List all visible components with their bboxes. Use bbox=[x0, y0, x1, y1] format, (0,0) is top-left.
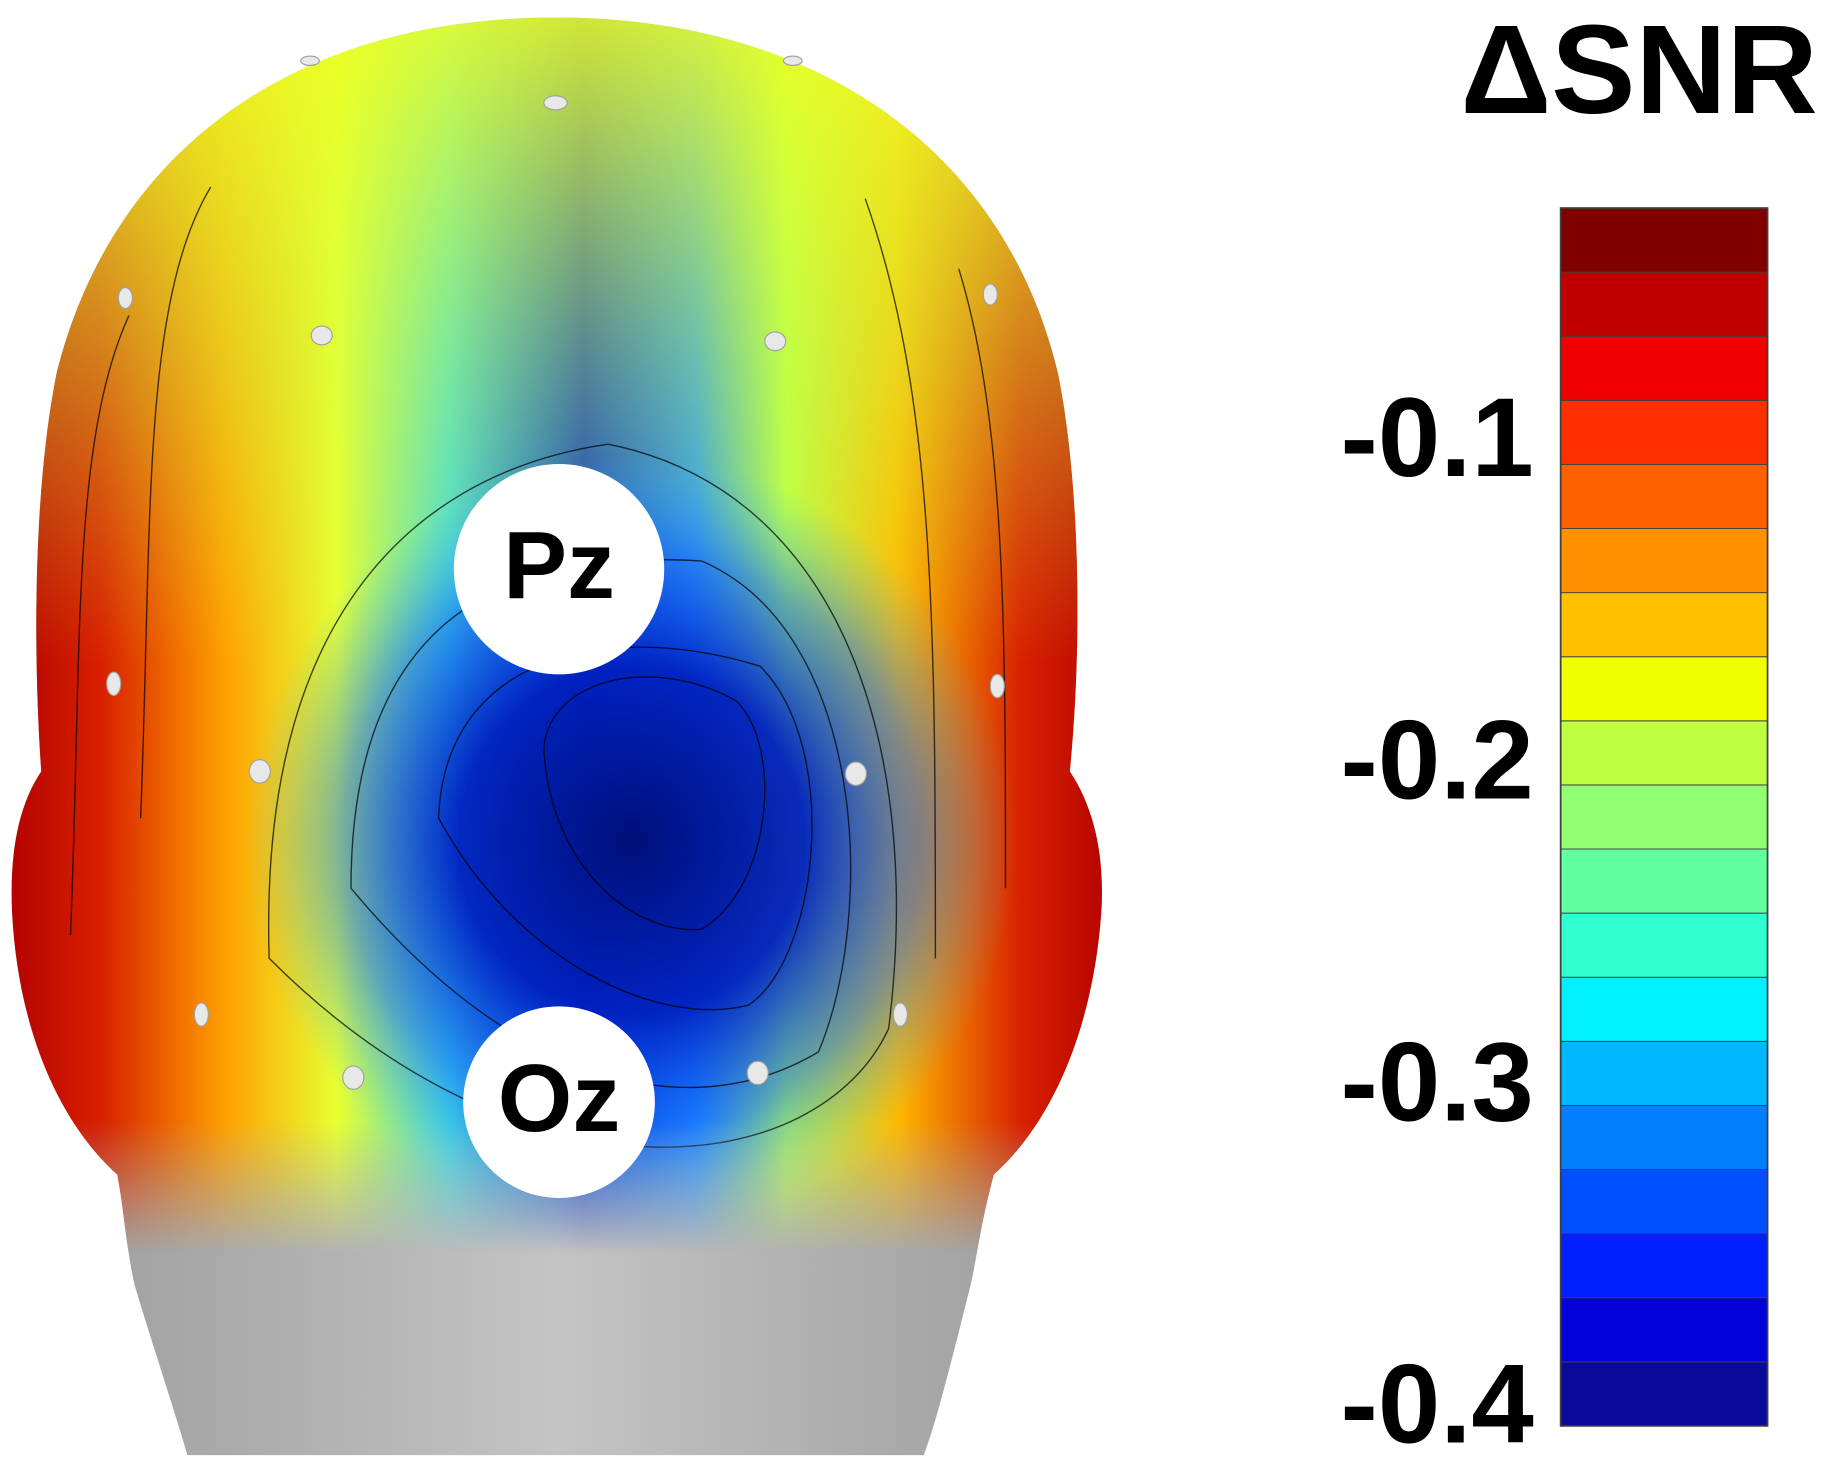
colorbar-tick-label: -0.1 bbox=[1340, 374, 1533, 500]
colorbar-band bbox=[1560, 207, 1769, 273]
scalp-map bbox=[11, 17, 1102, 1456]
electrode-label-bg bbox=[453, 464, 665, 675]
colorbar-band bbox=[1560, 784, 1769, 850]
colorbar-band bbox=[1560, 720, 1769, 786]
colorbar-band bbox=[1560, 1297, 1769, 1363]
colorbar-band bbox=[1560, 1233, 1769, 1299]
electrodes bbox=[106, 55, 1005, 1090]
colorbar-band bbox=[1560, 848, 1769, 914]
colorbar-band bbox=[1560, 1040, 1769, 1106]
colorbar-tick-label: -0.2 bbox=[1340, 696, 1533, 822]
colorbar-band bbox=[1560, 656, 1769, 722]
colorbar-band bbox=[1560, 912, 1769, 978]
colorbar: -0.1 -0.2 -0.3 -0.4 bbox=[1340, 207, 1769, 1467]
colorbar-title: ΔSNR bbox=[1461, 0, 1818, 140]
colorbar-band bbox=[1560, 976, 1769, 1042]
contour-lines bbox=[69, 186, 1007, 1148]
colorbar-band bbox=[1560, 399, 1769, 465]
electrode-label: Oz bbox=[498, 1045, 620, 1152]
colorbar-tick-label: -0.4 bbox=[1340, 1341, 1533, 1467]
colorbar-band bbox=[1560, 592, 1769, 658]
electrode-label-bg bbox=[463, 1006, 655, 1198]
colorbar-tick-label: -0.3 bbox=[1340, 1018, 1533, 1144]
colorbar-band bbox=[1560, 1361, 1769, 1427]
colorbar-band bbox=[1560, 1104, 1769, 1170]
head: Pz Oz bbox=[11, 17, 1102, 1456]
colorbar-band bbox=[1560, 463, 1769, 530]
colorbar-band bbox=[1560, 271, 1769, 337]
electrode-label: Pz bbox=[503, 512, 615, 619]
colorbar-band bbox=[1560, 528, 1769, 594]
colorbar-frame bbox=[1559, 207, 1769, 1427]
colorbar-band bbox=[1560, 1169, 1769, 1235]
colorbar-band bbox=[1560, 335, 1769, 401]
